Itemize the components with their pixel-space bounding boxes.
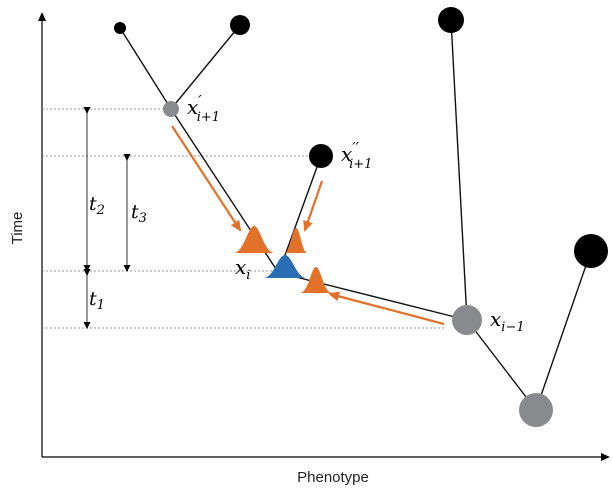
y-axis-label: Time [9, 212, 26, 245]
label-x-i-minus-1: xi−1 [490, 307, 525, 335]
leaf-node-right [574, 234, 608, 268]
leaf-node-top-right [438, 7, 464, 33]
label-x-i: xi [235, 255, 250, 283]
internal-node-root [519, 393, 553, 427]
t2-label: t2 [89, 193, 105, 218]
arrow-xprime-to-distribution [171, 125, 242, 232]
orange-distribution-middle [285, 228, 307, 253]
label-x-dprime-i-plus-1: x′′ i+1 [341, 139, 372, 172]
distributions [234, 226, 332, 293]
leaf-node-xdprime [309, 144, 333, 168]
arrow-xdprime-to-distribution [303, 180, 324, 232]
edge-xi-to-ximinus1 [275, 271, 468, 321]
edge-leaf1-to-xprime [119, 27, 172, 110]
interval-markers [83, 107, 131, 329]
orange-distribution-right [300, 267, 332, 293]
internal-node-ximinus1 [452, 305, 482, 335]
projection-arrows [171, 125, 445, 326]
orange-distribution-left [234, 226, 274, 253]
leaf-node-top-center [230, 15, 250, 35]
tree-nodes [114, 7, 608, 427]
t3-label: t3 [131, 201, 147, 226]
edge-leaf4-to-root [535, 250, 592, 411]
leaf-node-small [114, 22, 126, 34]
edge-xdprime-to-xi [279, 155, 322, 270]
internal-node-xprime [163, 101, 179, 117]
t1-label: t1 [89, 288, 105, 313]
edge-leaf3-to-ximinus1 [450, 19, 468, 321]
tree-edges [119, 19, 592, 411]
label-x-prime-i-plus-1: x′ i+1 [187, 92, 220, 125]
edge-leaf2-to-xprime [170, 24, 241, 110]
guide-lines [42, 108, 446, 329]
x-axis-label: Phenotype [297, 469, 369, 486]
edge-ximinus1-to-root [466, 319, 537, 411]
blue-distribution-xi [264, 255, 306, 278]
arrow-ximinus1-to-distribution [328, 291, 445, 326]
